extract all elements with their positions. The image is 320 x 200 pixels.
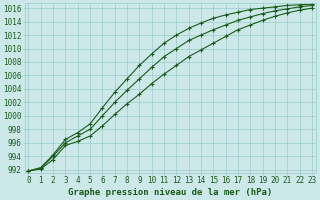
X-axis label: Graphe pression niveau de la mer (hPa): Graphe pression niveau de la mer (hPa) <box>68 188 272 197</box>
